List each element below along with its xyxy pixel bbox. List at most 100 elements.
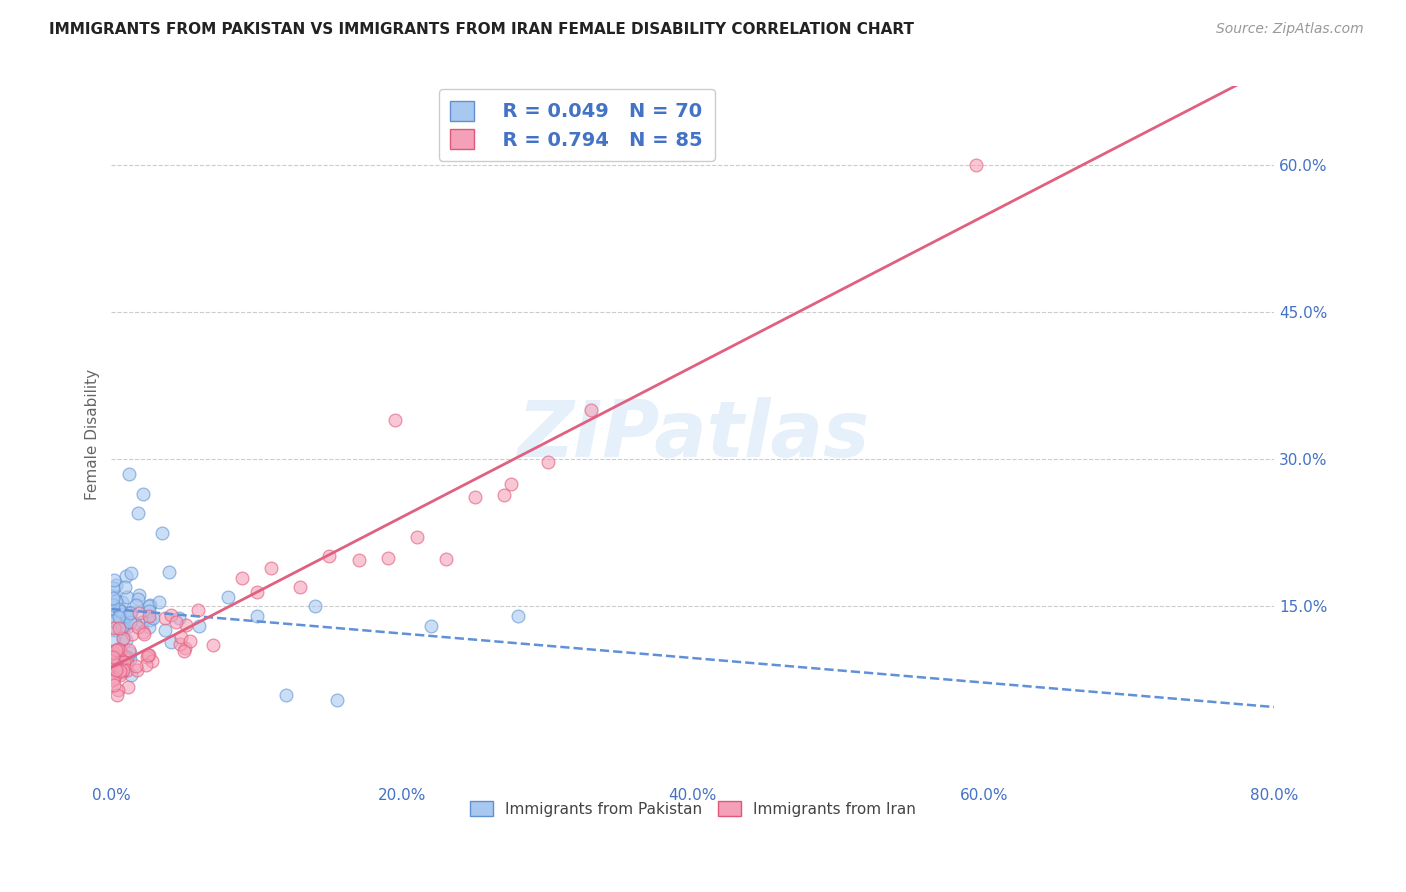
Point bbox=[101, 632, 124, 647]
Point bbox=[536, 455, 558, 469]
Point bbox=[501, 476, 523, 491]
Point bbox=[128, 588, 150, 602]
Point bbox=[101, 582, 124, 596]
Point bbox=[169, 637, 191, 651]
Point bbox=[101, 648, 124, 663]
Point bbox=[148, 594, 170, 608]
Point bbox=[105, 663, 128, 677]
Point bbox=[138, 604, 160, 618]
Point bbox=[101, 673, 124, 687]
Text: ZIPatlas: ZIPatlas bbox=[517, 397, 869, 473]
Point bbox=[110, 654, 132, 668]
Point bbox=[160, 607, 183, 622]
Point bbox=[124, 615, 146, 630]
Point bbox=[136, 648, 159, 662]
Point bbox=[107, 682, 129, 697]
Point bbox=[138, 620, 160, 634]
Point bbox=[101, 598, 124, 612]
Point bbox=[112, 619, 135, 633]
Point bbox=[508, 609, 530, 624]
Point bbox=[108, 643, 131, 657]
Point bbox=[111, 631, 134, 645]
Point bbox=[108, 668, 131, 682]
Point bbox=[108, 610, 131, 624]
Point bbox=[105, 663, 128, 677]
Point bbox=[101, 649, 124, 664]
Point bbox=[108, 621, 131, 635]
Point bbox=[965, 158, 987, 172]
Point bbox=[304, 599, 326, 614]
Point bbox=[139, 613, 162, 627]
Point bbox=[114, 580, 136, 594]
Y-axis label: Female Disability: Female Disability bbox=[86, 369, 100, 500]
Point bbox=[134, 626, 156, 640]
Point bbox=[165, 615, 187, 629]
Point bbox=[112, 607, 135, 621]
Point bbox=[118, 467, 141, 481]
Point bbox=[434, 552, 457, 566]
Text: IMMIGRANTS FROM PAKISTAN VS IMMIGRANTS FROM IRAN FEMALE DISABILITY CORRELATION C: IMMIGRANTS FROM PAKISTAN VS IMMIGRANTS F… bbox=[49, 22, 914, 37]
Point bbox=[231, 571, 253, 585]
Point bbox=[103, 661, 125, 675]
Point bbox=[108, 602, 131, 616]
Point bbox=[117, 680, 139, 694]
Point bbox=[117, 642, 139, 657]
Point bbox=[464, 490, 486, 504]
Point bbox=[101, 591, 124, 605]
Point bbox=[127, 506, 149, 520]
Point bbox=[117, 620, 139, 634]
Point bbox=[260, 560, 283, 574]
Point bbox=[115, 663, 138, 677]
Point bbox=[118, 652, 141, 666]
Point bbox=[325, 692, 347, 706]
Point bbox=[274, 688, 297, 702]
Point bbox=[101, 664, 124, 678]
Point bbox=[111, 595, 134, 609]
Point bbox=[115, 633, 138, 648]
Point bbox=[169, 610, 191, 624]
Point bbox=[492, 487, 515, 501]
Point bbox=[170, 631, 193, 645]
Point bbox=[217, 590, 239, 604]
Point bbox=[104, 578, 127, 592]
Point bbox=[103, 678, 125, 692]
Legend: Immigrants from Pakistan, Immigrants from Iran: Immigrants from Pakistan, Immigrants fro… bbox=[463, 793, 924, 824]
Point bbox=[131, 615, 153, 629]
Point bbox=[420, 619, 443, 633]
Point bbox=[121, 627, 143, 641]
Point bbox=[112, 649, 135, 664]
Point bbox=[104, 643, 127, 657]
Point bbox=[384, 413, 406, 427]
Point bbox=[108, 604, 131, 618]
Point bbox=[138, 609, 160, 624]
Point bbox=[202, 638, 225, 652]
Point bbox=[103, 615, 125, 629]
Point bbox=[153, 624, 176, 638]
Point bbox=[103, 671, 125, 685]
Point bbox=[405, 530, 427, 544]
Point bbox=[139, 598, 162, 612]
Point bbox=[124, 599, 146, 613]
Point bbox=[103, 589, 125, 603]
Text: Source: ZipAtlas.com: Source: ZipAtlas.com bbox=[1216, 22, 1364, 37]
Point bbox=[141, 654, 163, 668]
Point bbox=[103, 621, 125, 635]
Point bbox=[117, 590, 139, 604]
Point bbox=[120, 668, 142, 682]
Point bbox=[107, 660, 129, 674]
Point bbox=[128, 606, 150, 620]
Point bbox=[111, 663, 134, 677]
Point bbox=[104, 593, 127, 607]
Point bbox=[108, 665, 131, 679]
Point bbox=[179, 634, 201, 648]
Point bbox=[105, 688, 128, 702]
Point bbox=[174, 618, 197, 632]
Point bbox=[160, 634, 183, 648]
Point bbox=[377, 550, 399, 565]
Point bbox=[101, 645, 124, 659]
Point bbox=[104, 657, 127, 671]
Point bbox=[110, 619, 132, 633]
Point bbox=[138, 599, 160, 613]
Point bbox=[579, 403, 602, 417]
Point bbox=[187, 619, 209, 633]
